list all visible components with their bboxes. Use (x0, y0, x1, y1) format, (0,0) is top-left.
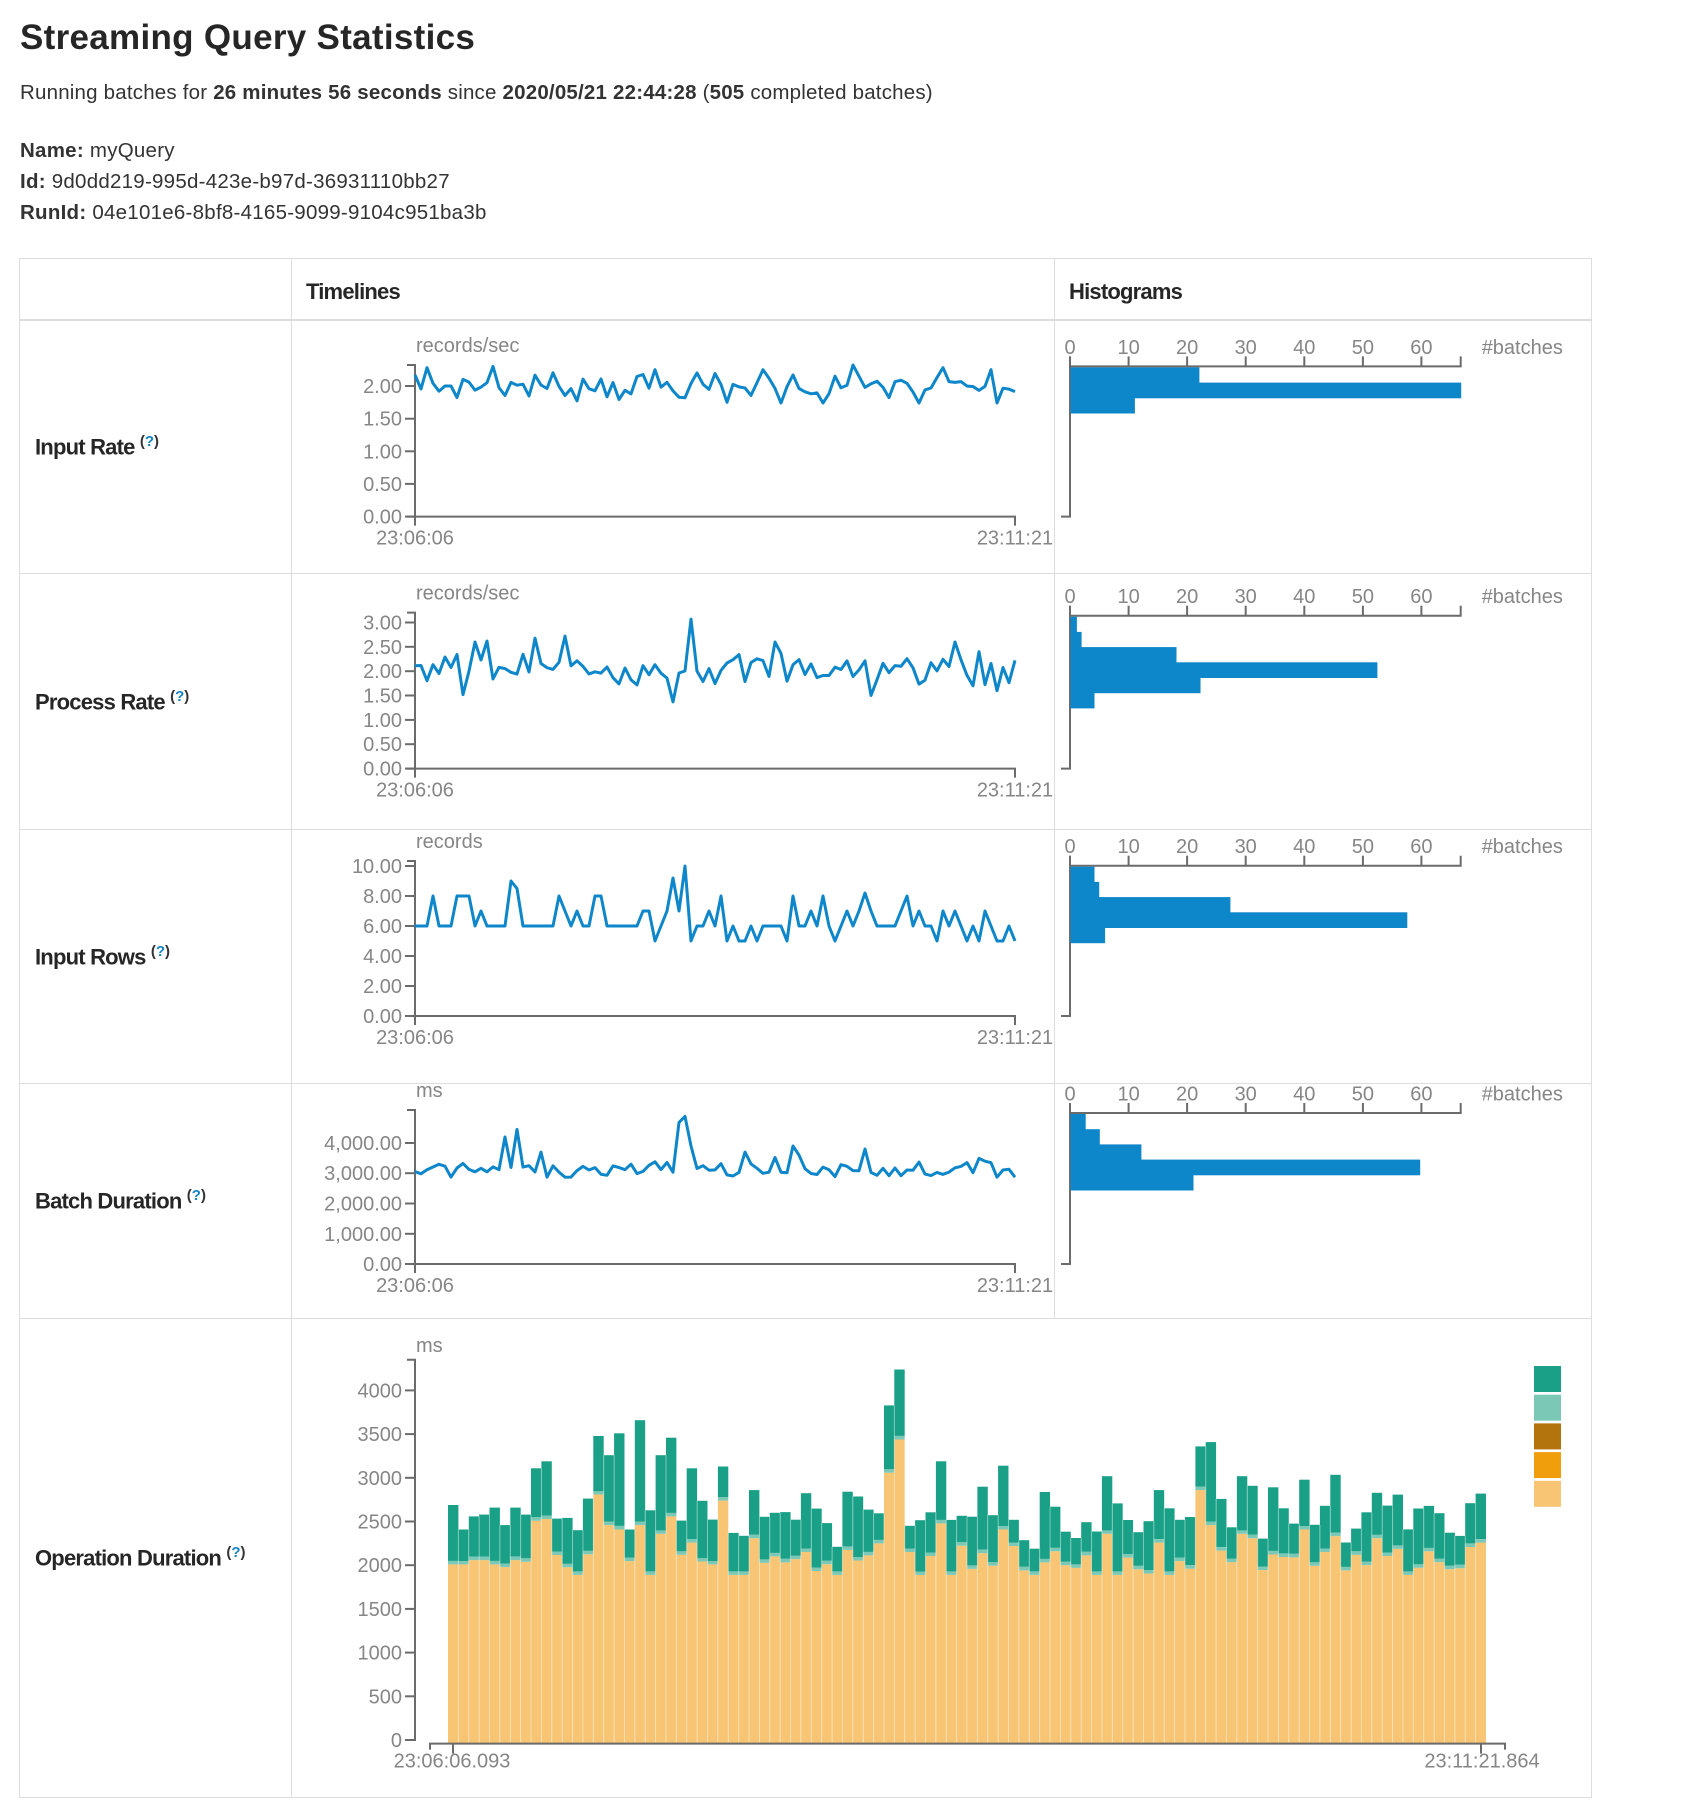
svg-text:60: 60 (1410, 337, 1432, 359)
svg-text:ms: ms (416, 1084, 443, 1102)
svg-text:8.00: 8.00 (363, 886, 402, 908)
svg-text:23:06:06: 23:06:06 (376, 780, 454, 802)
svg-text:60: 60 (1410, 836, 1432, 858)
svg-text:40: 40 (1293, 1084, 1315, 1106)
svg-text:0.50: 0.50 (363, 474, 402, 496)
svg-text:1,000.00: 1,000.00 (324, 1224, 402, 1246)
svg-text:ms: ms (416, 1335, 443, 1357)
svg-text:23:11:21: 23:11:21 (977, 1027, 1053, 1049)
svg-text:10: 10 (1117, 1084, 1139, 1106)
svg-text:4.00: 4.00 (363, 946, 402, 968)
svg-text:2,000.00: 2,000.00 (324, 1194, 402, 1216)
svg-text:10: 10 (1117, 836, 1139, 858)
svg-text:23:06:06: 23:06:06 (376, 528, 454, 550)
svg-text:2.50: 2.50 (363, 637, 402, 659)
svg-text:4,000.00: 4,000.00 (324, 1133, 402, 1155)
svg-text:records: records (416, 831, 483, 853)
svg-text:50: 50 (1352, 586, 1374, 608)
svg-text:2000: 2000 (358, 1555, 403, 1577)
svg-text:2.00: 2.00 (363, 376, 402, 398)
svg-text:6.00: 6.00 (363, 916, 402, 938)
svg-text:2500: 2500 (358, 1512, 403, 1534)
svg-text:1000: 1000 (358, 1643, 403, 1665)
svg-text:0.00: 0.00 (363, 507, 402, 529)
svg-text:1.00: 1.00 (363, 441, 402, 463)
svg-text:3,000.00: 3,000.00 (324, 1163, 402, 1185)
svg-text:40: 40 (1293, 586, 1315, 608)
svg-text:30: 30 (1235, 836, 1257, 858)
svg-text:60: 60 (1410, 586, 1432, 608)
svg-text:#batches: #batches (1482, 1084, 1563, 1106)
svg-text:50: 50 (1352, 337, 1374, 359)
svg-text:500: 500 (369, 1686, 402, 1708)
svg-text:10.00: 10.00 (352, 856, 402, 878)
svg-text:0: 0 (1064, 836, 1075, 858)
svg-text:10: 10 (1117, 586, 1139, 608)
svg-text:#batches: #batches (1482, 836, 1563, 858)
svg-text:30: 30 (1235, 1084, 1257, 1106)
svg-text:3.00: 3.00 (363, 613, 402, 635)
svg-text:60: 60 (1410, 1084, 1432, 1106)
svg-text:40: 40 (1293, 337, 1315, 359)
svg-text:23:06:06: 23:06:06 (376, 1275, 454, 1297)
svg-text:1.50: 1.50 (363, 409, 402, 431)
svg-text:23:11:21: 23:11:21 (977, 1275, 1053, 1297)
svg-text:20: 20 (1176, 1084, 1198, 1106)
svg-text:0.50: 0.50 (363, 734, 402, 756)
svg-text:23:06:06: 23:06:06 (376, 1027, 454, 1049)
svg-text:#batches: #batches (1482, 586, 1563, 608)
svg-text:50: 50 (1352, 1084, 1374, 1106)
svg-text:0: 0 (1064, 337, 1075, 359)
svg-text:records/sec: records/sec (416, 583, 519, 605)
svg-text:23:11:21.864: 23:11:21.864 (1424, 1751, 1539, 1773)
svg-text:20: 20 (1176, 586, 1198, 608)
svg-text:0: 0 (1064, 1084, 1075, 1106)
svg-text:1.50: 1.50 (363, 686, 402, 708)
svg-text:0.00: 0.00 (363, 1006, 402, 1028)
svg-text:2.00: 2.00 (363, 976, 402, 998)
svg-text:3000: 3000 (358, 1468, 403, 1490)
svg-text:30: 30 (1235, 586, 1257, 608)
svg-text:20: 20 (1176, 337, 1198, 359)
svg-text:2.00: 2.00 (363, 661, 402, 683)
svg-text:0: 0 (391, 1730, 402, 1752)
svg-text:23:11:21: 23:11:21 (977, 528, 1053, 550)
svg-text:records/sec: records/sec (416, 335, 519, 357)
svg-text:0.00: 0.00 (363, 759, 402, 781)
svg-text:40: 40 (1293, 836, 1315, 858)
svg-text:30: 30 (1235, 337, 1257, 359)
svg-text:0: 0 (1064, 586, 1075, 608)
svg-text:4000: 4000 (358, 1380, 403, 1402)
svg-text:50: 50 (1352, 836, 1374, 858)
svg-text:1.00: 1.00 (363, 710, 402, 732)
svg-text:1500: 1500 (358, 1599, 403, 1621)
svg-text:3500: 3500 (358, 1424, 403, 1446)
svg-text:23:06:06.093: 23:06:06.093 (394, 1751, 511, 1773)
svg-text:20: 20 (1176, 836, 1198, 858)
svg-text:0.00: 0.00 (363, 1254, 402, 1276)
svg-text:10: 10 (1117, 337, 1139, 359)
svg-text:23:11:21: 23:11:21 (977, 780, 1053, 802)
svg-text:#batches: #batches (1482, 337, 1563, 359)
